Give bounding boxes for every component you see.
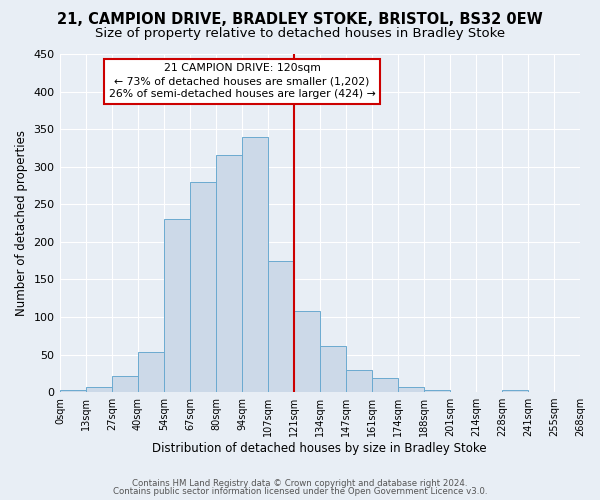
Bar bbox=[398, 387, 424, 392]
Bar bbox=[86, 387, 112, 392]
Bar bbox=[346, 370, 372, 392]
X-axis label: Distribution of detached houses by size in Bradley Stoke: Distribution of detached houses by size … bbox=[152, 442, 487, 455]
Bar bbox=[216, 154, 242, 392]
Bar bbox=[112, 376, 138, 392]
Bar bbox=[320, 346, 346, 392]
Bar bbox=[294, 311, 320, 392]
Text: Size of property relative to detached houses in Bradley Stoke: Size of property relative to detached ho… bbox=[95, 28, 505, 40]
Bar bbox=[268, 260, 294, 392]
Text: 21, CAMPION DRIVE, BRADLEY STOKE, BRISTOL, BS32 0EW: 21, CAMPION DRIVE, BRADLEY STOKE, BRISTO… bbox=[57, 12, 543, 28]
Bar bbox=[164, 220, 190, 392]
Bar bbox=[502, 390, 528, 392]
Text: 21 CAMPION DRIVE: 120sqm
← 73% of detached houses are smaller (1,202)
26% of sem: 21 CAMPION DRIVE: 120sqm ← 73% of detach… bbox=[109, 63, 376, 100]
Text: Contains public sector information licensed under the Open Government Licence v3: Contains public sector information licen… bbox=[113, 487, 487, 496]
Bar bbox=[138, 352, 164, 392]
Bar bbox=[60, 390, 86, 392]
Bar bbox=[190, 182, 216, 392]
Y-axis label: Number of detached properties: Number of detached properties bbox=[15, 130, 28, 316]
Text: Contains HM Land Registry data © Crown copyright and database right 2024.: Contains HM Land Registry data © Crown c… bbox=[132, 478, 468, 488]
Bar bbox=[242, 136, 268, 392]
Bar bbox=[424, 390, 450, 392]
Bar bbox=[372, 378, 398, 392]
